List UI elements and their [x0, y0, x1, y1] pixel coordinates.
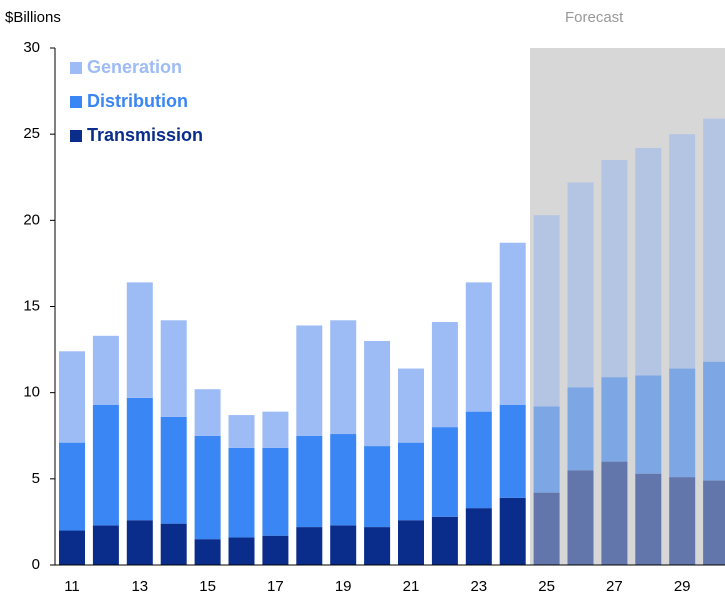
y-tick-label: 20: [23, 211, 40, 228]
bar-segment: [431, 427, 458, 517]
forecast-label: Forecast: [565, 9, 624, 26]
y-axis-label: $Billions: [5, 9, 61, 26]
x-tick-label: 11: [64, 578, 80, 593]
legend-swatch: [70, 130, 82, 142]
bar-segment: [194, 539, 221, 565]
bar-segment: [567, 182, 594, 388]
bar-segment: [330, 320, 357, 435]
y-tick-label: 10: [23, 384, 40, 401]
bar-segment: [330, 525, 357, 565]
legend-swatch: [70, 96, 82, 108]
bar-segment: [92, 525, 119, 565]
bar-segment: [669, 134, 696, 369]
bar-segment: [59, 442, 85, 531]
x-tick-label: 21: [403, 578, 420, 593]
bar-segment: [262, 535, 289, 565]
bar-segment: [533, 406, 560, 493]
bar-segment: [499, 497, 526, 565]
forecast-overlay: [530, 48, 725, 565]
bar-segment: [703, 480, 725, 565]
bar-segment: [160, 416, 187, 524]
y-tick-label: 25: [23, 125, 40, 142]
bar-segment: [567, 387, 594, 471]
x-tick-label: 17: [267, 578, 284, 593]
bar-segment: [499, 404, 526, 498]
bar-segment: [398, 368, 424, 443]
x-tick-label: 25: [538, 578, 555, 593]
bar-segment: [669, 368, 696, 478]
y-tick-label: 15: [23, 297, 40, 314]
bar-segment: [364, 446, 391, 528]
legend-label: Distribution: [87, 91, 188, 111]
bar-segment: [635, 473, 662, 565]
y-tick-label: 30: [23, 39, 40, 56]
x-tick-label: 13: [131, 578, 148, 593]
bar-segment: [635, 375, 662, 474]
bar-segment: [601, 461, 628, 565]
bar-segment: [364, 340, 391, 447]
bar-segment: [262, 447, 289, 536]
x-tick-label: 23: [470, 578, 487, 593]
bar-segment: [126, 397, 153, 521]
bar-segment: [703, 118, 725, 362]
bar-segment: [398, 520, 424, 565]
bar-segment: [465, 282, 492, 412]
x-tick-label: 19: [335, 578, 352, 593]
legend-label: Generation: [87, 57, 182, 77]
bar-segment: [465, 411, 492, 509]
bar-segment: [126, 520, 153, 565]
legend-label: Transmission: [87, 125, 203, 145]
bar-segment: [499, 242, 526, 405]
bar-segment: [601, 377, 628, 462]
x-tick-label: 15: [199, 578, 216, 593]
bar-segment: [567, 470, 594, 565]
y-tick-label: 0: [32, 556, 40, 573]
bar-segment: [601, 160, 628, 378]
bar-segment: [533, 215, 560, 407]
bar-segment: [533, 492, 560, 565]
bar-segment: [160, 320, 187, 417]
legend-swatch: [70, 62, 82, 74]
bar-segment: [465, 508, 492, 565]
bar-segment: [669, 477, 696, 565]
bar-segment: [59, 351, 85, 443]
bar-segment: [228, 415, 255, 448]
y-tick-label: 5: [32, 470, 40, 487]
bar-segment: [92, 404, 119, 526]
bar-segment: [228, 447, 255, 538]
bar-segment: [364, 527, 391, 565]
x-tick-label: 29: [674, 578, 691, 593]
bar-segment: [703, 361, 725, 481]
bar-segment: [296, 325, 323, 436]
bar-segment: [296, 527, 323, 565]
bar-segment: [398, 442, 424, 521]
bar-segment: [194, 435, 221, 540]
bar-segment: [228, 537, 255, 565]
bar-segment: [635, 147, 662, 376]
bar-segment: [296, 435, 323, 528]
bar-segment: [330, 434, 357, 526]
bar-segment: [92, 335, 119, 405]
bar-segment: [431, 322, 458, 428]
bar-segment: [160, 523, 187, 565]
bar-segment: [194, 389, 221, 436]
bar-segment: [431, 516, 458, 565]
bar-segment: [262, 411, 289, 448]
bar-segment: [126, 282, 153, 398]
bar-segment: [59, 530, 85, 565]
x-tick-label: 27: [606, 578, 623, 593]
